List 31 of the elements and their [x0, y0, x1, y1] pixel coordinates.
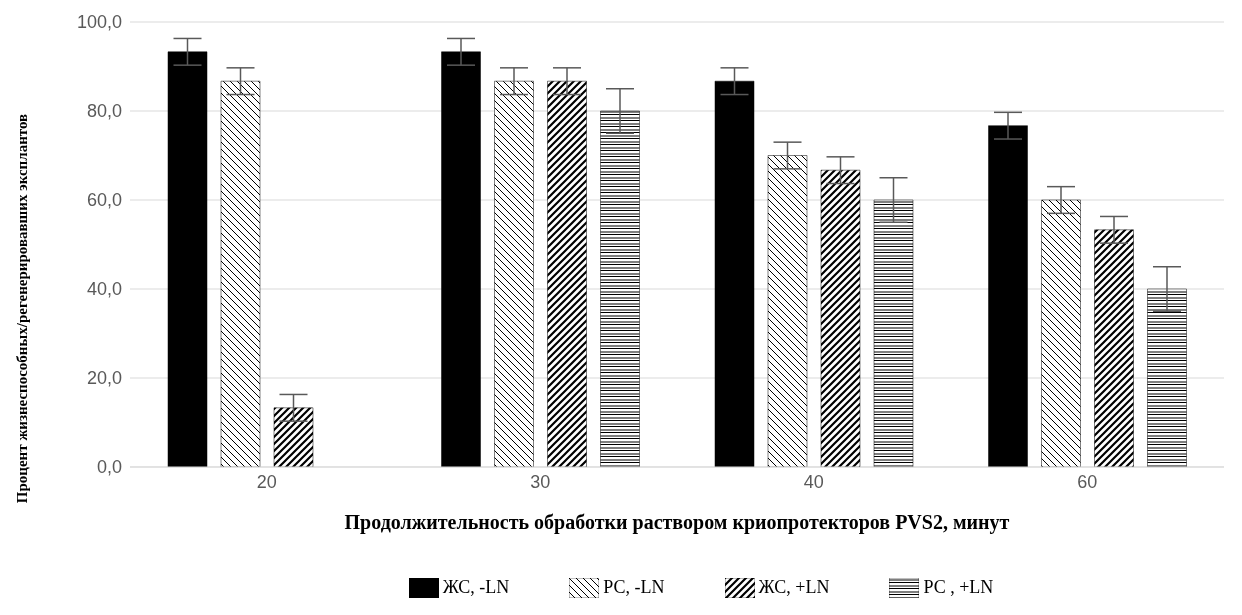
bar	[600, 110, 640, 467]
legend-label: ЖС, -LN	[442, 577, 510, 598]
legend-label: РС, -LN	[603, 577, 665, 598]
bar	[220, 80, 261, 467]
legend-label: РС , +LN	[923, 577, 994, 598]
bar	[167, 51, 208, 467]
legend-label: ЖС, +LN	[758, 577, 830, 598]
bar	[273, 407, 314, 467]
y-tick-label: 80,0	[86, 101, 122, 122]
x-tick-label: 20	[256, 471, 277, 492]
y-tick-label: 20,0	[86, 368, 122, 389]
bar	[547, 80, 587, 467]
bar	[1094, 229, 1134, 467]
x-axis-title: Продолжительность обработки раствором криопротекторов PVS2, минут	[344, 511, 1010, 535]
bar	[820, 169, 861, 467]
x-tick-label: 40	[803, 471, 824, 492]
y-tick-label: 60,0	[86, 190, 122, 211]
bar	[494, 80, 534, 467]
bar	[1147, 288, 1187, 467]
bar	[873, 199, 914, 467]
y-tick-label: 100,0	[76, 12, 122, 33]
x-tick-label: 30	[530, 471, 551, 492]
x-tick-label: 60	[1077, 471, 1098, 492]
bar	[988, 125, 1028, 467]
bar	[714, 80, 755, 467]
bar	[441, 51, 481, 467]
y-axis-title: Процент жизнеспособных/регенерировавших эксплантов	[14, 113, 32, 503]
y-tick-label: 0,0	[96, 457, 122, 478]
bar	[767, 155, 808, 467]
y-tick-label: 40,0	[86, 279, 122, 300]
bar	[1041, 199, 1081, 467]
